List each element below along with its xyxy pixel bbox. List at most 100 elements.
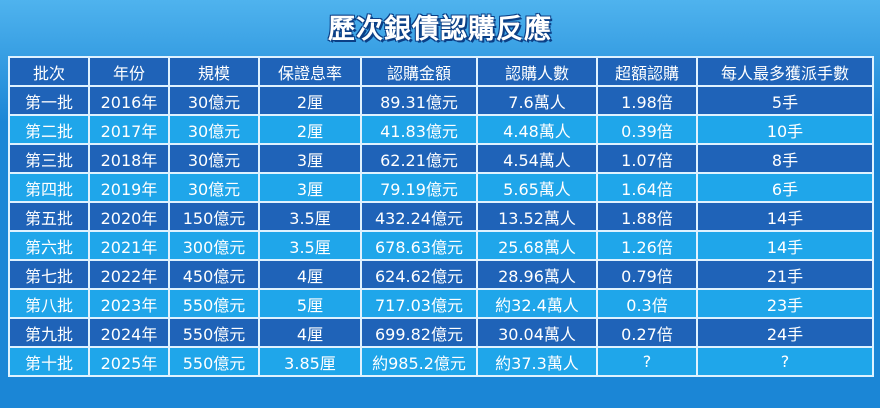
table-row: 第七批 2022年 450億元 4厘 624.62億元 28.96萬人 0.79倍 21手 xyxy=(8,259,874,290)
table-cell: 2017年 xyxy=(88,114,170,145)
table-cell: 79.19億元 xyxy=(360,172,478,203)
table-cell: 2016年 xyxy=(88,85,170,116)
header-cell: 年份 xyxy=(88,56,170,87)
table-cell: 3.5厘 xyxy=(258,230,362,261)
table-cell: 第十批 xyxy=(8,346,90,377)
table-cell: 30億元 xyxy=(168,172,260,203)
table-cell: 4厘 xyxy=(258,259,362,290)
title: 歷次銀債認購反應 xyxy=(328,14,552,45)
table-cell: 4厘 xyxy=(258,317,362,348)
table-row: 第四批 2019年 30億元 3厘 79.19億元 5.65萬人 1.64倍 6手 xyxy=(8,172,874,203)
table-cell: 3.85厘 xyxy=(258,346,362,377)
table-cell: 0.39倍 xyxy=(596,114,698,145)
table-cell: 2018年 xyxy=(88,143,170,174)
table-cell: 第七批 xyxy=(8,259,90,290)
table: 批次 年份 規模 保證息率 認購金額 認購人數 超額認購 每人最多獲派手數 第一批 2016年 3… xyxy=(8,56,874,377)
header-cell: 批次 xyxy=(8,56,90,87)
table-cell: 550億元 xyxy=(168,346,260,377)
table-cell: 432.24億元 xyxy=(360,201,478,232)
table-cell: ? xyxy=(696,346,874,377)
table-cell: 3厘 xyxy=(258,143,362,174)
table-cell: 450億元 xyxy=(168,259,260,290)
table-cell: 624.62億元 xyxy=(360,259,478,290)
table-cell: 約985.2億元 xyxy=(360,346,478,377)
table-cell: ? xyxy=(596,346,698,377)
table-cell: 14手 xyxy=(696,230,874,261)
table-cell: 1.64倍 xyxy=(596,172,698,203)
table-cell: 第四批 xyxy=(8,172,90,203)
header-cell: 認購人數 xyxy=(476,56,598,87)
table-cell: 25.68萬人 xyxy=(476,230,598,261)
table-cell: 4.48萬人 xyxy=(476,114,598,145)
table-row: 第三批 2018年 30億元 3厘 62.21億元 4.54萬人 1.07倍 8手 xyxy=(8,143,874,174)
table-cell: 717.03億元 xyxy=(360,288,478,319)
table-cell: 678.63億元 xyxy=(360,230,478,261)
table-cell: 3厘 xyxy=(258,172,362,203)
table-cell: 2024年 xyxy=(88,317,170,348)
table-cell: 62.21億元 xyxy=(360,143,478,174)
table-cell: 第三批 xyxy=(8,143,90,174)
table-cell: 300億元 xyxy=(168,230,260,261)
header-cell: 超額認購 xyxy=(596,56,698,87)
table-cell: 21手 xyxy=(696,259,874,290)
table-cell: 4.54萬人 xyxy=(476,143,598,174)
table-cell: 30億元 xyxy=(168,143,260,174)
table-cell: 5厘 xyxy=(258,288,362,319)
table-cell: 41.83億元 xyxy=(360,114,478,145)
table-cell: 5手 xyxy=(696,85,874,116)
header-cell: 每人最多獲派手數 xyxy=(696,56,874,87)
header-row: 批次 年份 規模 保證息率 認購金額 認購人數 超額認購 每人最多獲派手數 xyxy=(8,56,874,87)
table-cell: 2019年 xyxy=(88,172,170,203)
table-cell: 2厘 xyxy=(258,114,362,145)
table-cell: 1.98倍 xyxy=(596,85,698,116)
table-row: 第六批 2021年 300億元 3.5厘 678.63億元 25.68萬人 1.26倍 14手 xyxy=(8,230,874,261)
table-row: 第一批 2016年 30億元 2厘 89.31億元 7.6萬人 1.98倍 5手 xyxy=(8,85,874,116)
table-cell: 30億元 xyxy=(168,114,260,145)
table-body: 第一批 2016年 30億元 2厘 89.31億元 7.6萬人 1.98倍 5手 第二批 2017… xyxy=(8,85,874,377)
table-cell: 5.65萬人 xyxy=(476,172,598,203)
table-cell: 13.52萬人 xyxy=(476,201,598,232)
table-row: 第九批 2024年 550億元 4厘 699.82億元 30.04萬人 0.27倍 24手 xyxy=(8,317,874,348)
table-cell: 1.26倍 xyxy=(596,230,698,261)
header-cell: 保證息率 xyxy=(258,56,362,87)
table-cell: 2025年 xyxy=(88,346,170,377)
table-row: 第二批 2017年 30億元 2厘 41.83億元 4.48萬人 0.39倍 10手 xyxy=(8,114,874,145)
table-cell: 第五批 xyxy=(8,201,90,232)
table-cell: 550億元 xyxy=(168,317,260,348)
table-cell: 第八批 xyxy=(8,288,90,319)
table-cell: 2020年 xyxy=(88,201,170,232)
table-cell: 10手 xyxy=(696,114,874,145)
table-row: 第十批 2025年 550億元 3.85厘 約985.2億元 約37.3萬人?? xyxy=(8,346,874,377)
table-cell: 3.5厘 xyxy=(258,201,362,232)
table-cell: 第一批 xyxy=(8,85,90,116)
table-row: 第五批 2020年 150億元 3.5厘 432.24億元 13.52萬人 1.88倍 14手 xyxy=(8,201,874,232)
table-cell: 23手 xyxy=(696,288,874,319)
table-cell: 24手 xyxy=(696,317,874,348)
table-cell: 1.07倍 xyxy=(596,143,698,174)
table-cell: 2023年 xyxy=(88,288,170,319)
table-cell: 第六批 xyxy=(8,230,90,261)
table-cell: 30億元 xyxy=(168,85,260,116)
table-cell: 7.6萬人 xyxy=(476,85,598,116)
table-cell: 1.88倍 xyxy=(596,201,698,232)
table-cell: 150億元 xyxy=(168,201,260,232)
table-cell: 0.79倍 xyxy=(596,259,698,290)
table-cell: 0.3倍 xyxy=(596,288,698,319)
table-cell: 第九批 xyxy=(8,317,90,348)
table-cell: 14手 xyxy=(696,201,874,232)
table-row: 第八批 2023年 550億元 5厘 717.03億元 約32.4萬人 0.3倍 23手 xyxy=(8,288,874,319)
table-cell: 2021年 xyxy=(88,230,170,261)
table-cell: 2厘 xyxy=(258,85,362,116)
table-cell: 第二批 xyxy=(8,114,90,145)
table-cell: 8手 xyxy=(696,143,874,174)
table-cell: 699.82億元 xyxy=(360,317,478,348)
header-cell: 規模 xyxy=(168,56,260,87)
table-cell: 約37.3萬人 xyxy=(476,346,598,377)
table-cell: 6手 xyxy=(696,172,874,203)
table-cell: 2022年 xyxy=(88,259,170,290)
table-cell: 550億元 xyxy=(168,288,260,319)
table-cell: 30.04萬人 xyxy=(476,317,598,348)
table-cell: 約32.4萬人 xyxy=(476,288,598,319)
infographic: 歷次銀債認購反應 批次 年份 規模 保證息率 認購金額 認購人數 超額認購 每人最多獲派手數 … xyxy=(8,4,874,404)
